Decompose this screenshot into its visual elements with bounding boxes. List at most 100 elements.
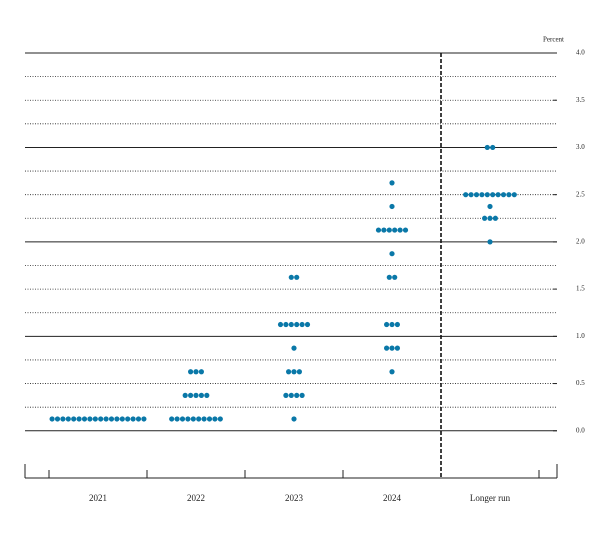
dot (468, 192, 474, 198)
dot (65, 416, 71, 422)
dot (487, 239, 493, 245)
dot (375, 227, 382, 233)
dot (294, 392, 300, 398)
dot (294, 321, 300, 328)
y-tick-label: 2.0 (576, 237, 585, 245)
dot (283, 321, 289, 328)
dot (169, 416, 175, 422)
dot (299, 321, 305, 328)
dot (135, 416, 142, 422)
dot (125, 416, 131, 422)
dot (188, 392, 194, 398)
dot (193, 392, 199, 398)
dot (479, 192, 485, 198)
dot (402, 227, 409, 233)
dot (288, 274, 294, 280)
dot (389, 251, 395, 257)
dot (389, 345, 395, 351)
dot (490, 192, 496, 198)
y-tick-label: 2.5 (576, 190, 585, 198)
dot (141, 416, 147, 422)
dot (108, 416, 115, 422)
x-tick-label: 2021 (89, 493, 107, 503)
dot (174, 416, 180, 422)
dot (487, 215, 493, 221)
dot (185, 416, 191, 422)
dot (291, 345, 297, 351)
dot (206, 416, 213, 422)
dot (277, 321, 284, 328)
dot (484, 192, 490, 198)
dot (389, 203, 395, 210)
x-tick-label: 2023 (285, 493, 304, 503)
y-tick-label: 0.5 (576, 379, 585, 387)
dot (288, 392, 294, 398)
dot (484, 144, 490, 151)
dot (386, 227, 392, 233)
y-axis-label: Percent (543, 36, 564, 44)
dot (389, 180, 395, 186)
dot (495, 192, 501, 198)
dot (291, 369, 297, 375)
dot (179, 416, 186, 422)
dot (392, 227, 398, 233)
dot (76, 416, 82, 422)
dot (198, 369, 204, 375)
dot (394, 321, 400, 328)
dot (81, 416, 88, 422)
dot (511, 192, 517, 198)
dot (98, 416, 104, 422)
dot (397, 227, 403, 233)
dot (291, 416, 297, 422)
dot (188, 369, 194, 375)
dot (103, 416, 109, 422)
dot (190, 416, 196, 422)
dot (463, 192, 469, 198)
dot (283, 392, 289, 398)
dot (114, 416, 120, 422)
dot (60, 416, 66, 422)
dot (49, 416, 55, 422)
dot (392, 274, 398, 280)
dot (217, 416, 223, 422)
dot (487, 203, 493, 210)
y-tick-label: 3.5 (576, 96, 585, 104)
dot (384, 321, 390, 328)
y-tick-label: 1.5 (576, 285, 585, 293)
dot (119, 416, 125, 422)
y-tick-label: 0.0 (576, 426, 585, 434)
dot (182, 392, 188, 398)
dot (198, 392, 204, 398)
dot (87, 416, 93, 422)
dot (492, 215, 498, 221)
dot (296, 369, 302, 375)
dot (196, 416, 202, 422)
y-tick-label: 4.0 (576, 49, 585, 57)
dot (389, 369, 395, 375)
x-tick-label: 2022 (187, 493, 205, 503)
dot (130, 416, 136, 422)
dot (386, 274, 392, 280)
y-tick-label: 1.0 (576, 332, 585, 340)
dot (506, 192, 512, 198)
dot (286, 369, 292, 375)
x-tick-label: Longer run (470, 493, 511, 503)
dot (473, 192, 480, 198)
dot (490, 144, 496, 151)
dot (384, 345, 390, 351)
dot (204, 392, 210, 398)
dot (54, 416, 61, 422)
y-tick-label: 3.0 (576, 143, 585, 151)
dot (304, 321, 311, 328)
dot (381, 227, 387, 233)
dot (288, 321, 294, 328)
dot (394, 345, 400, 351)
dot (294, 274, 300, 280)
dot (92, 416, 98, 422)
dot (193, 369, 199, 375)
dot (482, 215, 488, 221)
dot (201, 416, 207, 422)
x-tick-label: 2024 (383, 493, 402, 503)
dot (71, 416, 77, 422)
